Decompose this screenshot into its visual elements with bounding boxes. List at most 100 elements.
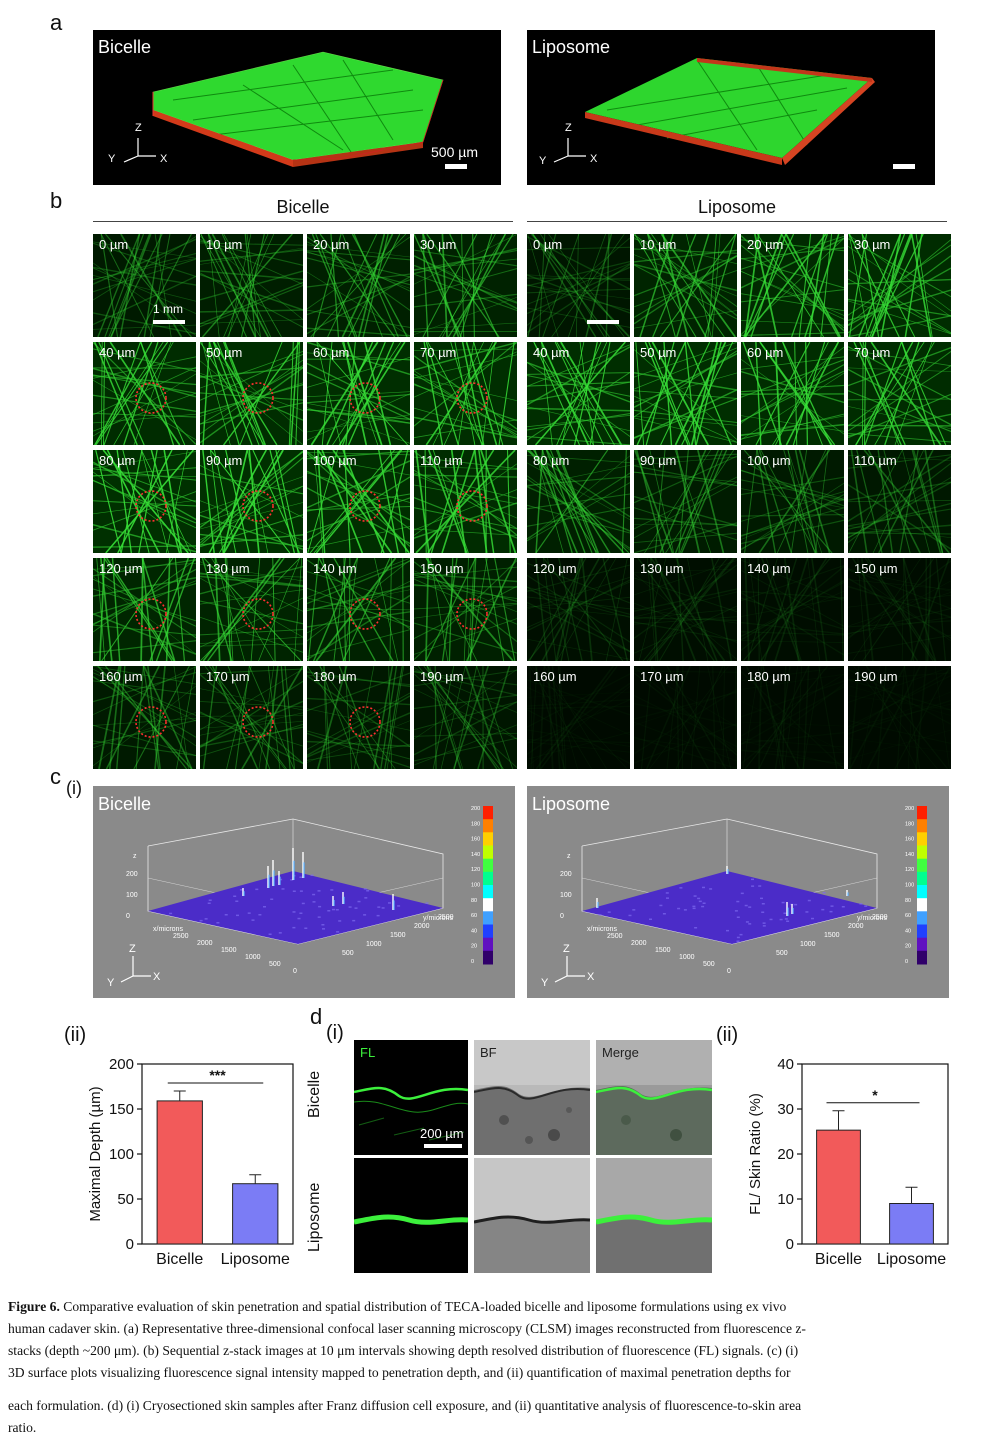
fl-column-label: FL (360, 1045, 375, 1060)
merge-column-label: Merge (602, 1045, 639, 1060)
y-tick-label: 50 (117, 1191, 134, 1208)
caption-line-5: each formulation. (d) (i) Cryosectioned … (8, 1395, 994, 1417)
depth-label: 20 µm (747, 237, 783, 252)
bicelle-z-slice: 50 µm (200, 342, 303, 445)
svg-text:0: 0 (560, 913, 564, 920)
svg-text:2500: 2500 (173, 933, 189, 940)
liposome-z-slice: 50 µm (634, 342, 737, 445)
svg-text:80: 80 (905, 898, 911, 904)
error-bar (174, 1091, 186, 1101)
caption-line-1: Figure 6. Comparative evaluation of skin… (8, 1296, 994, 1318)
panel-b-label: b (50, 188, 62, 214)
depth-label: 90 µm (640, 453, 676, 468)
svg-text:500: 500 (776, 950, 788, 957)
panel-c-label: c (50, 764, 61, 790)
svg-text:140: 140 (905, 852, 914, 858)
svg-text:200: 200 (905, 806, 914, 812)
depth-label: 170 µm (206, 669, 250, 684)
svg-text:x/microns: x/microns (587, 926, 617, 933)
bicelle-z-slice: 140 µm (307, 558, 410, 661)
depth-label: 60 µm (747, 345, 783, 360)
panel-d-scale-bar (424, 1144, 462, 1148)
svg-text:140: 140 (471, 852, 480, 858)
liposome-z-slice: 60 µm (741, 342, 844, 445)
axis-x-label: X (590, 153, 597, 165)
svg-text:X: X (587, 971, 595, 983)
bicelle-z-slice: 160 µm (93, 666, 196, 769)
caption-figure-number: Figure 6. (8, 1299, 60, 1314)
panel-b-scale-bar (587, 320, 619, 324)
bicelle-z-slice: 10 µm (200, 234, 303, 337)
svg-text:40: 40 (905, 928, 911, 934)
error-bar (249, 1175, 261, 1184)
y-tick-label: 100 (109, 1146, 134, 1163)
depth-label: 100 µm (313, 453, 357, 468)
axis-z-label: Z (135, 122, 142, 134)
panel-d-sub-label: (i) (326, 1022, 344, 1045)
y-tick-label: 0 (126, 1236, 134, 1253)
liposome-3d-image: Liposome Z Y X (527, 30, 935, 185)
liposome-z-slice: 70 µm (848, 342, 951, 445)
depth-label: 10 µm (640, 237, 676, 252)
svg-text:2000: 2000 (414, 923, 430, 930)
category-label: Bicelle (815, 1251, 862, 1268)
depth-label: 160 µm (99, 669, 143, 684)
depth-label: 140 µm (313, 561, 357, 576)
liposome-z-slice: 40 µm (527, 342, 630, 445)
liposome-z-slice: 30 µm (848, 234, 951, 337)
axis-x-label: X (160, 153, 167, 165)
depth-label: 170 µm (640, 669, 684, 684)
depth-label: 50 µm (640, 345, 676, 360)
bicelle-3d-scale-text: 500 µm (431, 144, 478, 160)
axis-gizmo-icon (548, 134, 590, 164)
bicelle-z-slice: 80 µm (93, 450, 196, 553)
merge-liposome-render (596, 1158, 712, 1273)
liposome-z-slice: 190 µm (848, 666, 951, 769)
y-tick-label: 30 (777, 1101, 794, 1118)
svg-text:20: 20 (471, 944, 477, 950)
bicelle-z-slice: 20 µm (307, 234, 410, 337)
depth-label: 90 µm (206, 453, 242, 468)
svg-text:100: 100 (471, 883, 480, 889)
svg-text:180: 180 (471, 821, 480, 827)
surface-plot-svg: 2001000z25002000150010005000500100015002… (527, 786, 949, 998)
bicelle-z-slice: 150 µm (414, 558, 517, 661)
caption-line-6: ratio. (8, 1417, 994, 1439)
figure-caption: Figure 6. Comparative evaluation of skin… (8, 1296, 994, 1439)
liposome-z-slice: 20 µm (741, 234, 844, 337)
y-axis-label: Maximal Depth (µm) (87, 1086, 104, 1221)
depth-label: 30 µm (854, 237, 890, 252)
liposome-z-slice: 0 µm (527, 234, 630, 337)
merge-liposome-image (596, 1158, 712, 1273)
svg-text:0: 0 (727, 968, 731, 975)
bicelle-3d-title: Bicelle (98, 37, 151, 58)
depth-label: 80 µm (533, 453, 569, 468)
caption-line-4: 3D surface plots visualizing fluorescenc… (8, 1362, 994, 1384)
depth-label: 140 µm (747, 561, 791, 576)
svg-text:500: 500 (703, 961, 715, 968)
caption-line-3: stacks (depth ~200 μm). (b) Sequential z… (8, 1340, 994, 1362)
significance-marker: *** (209, 1067, 226, 1083)
bicelle-z-slice: 100 µm (307, 450, 410, 553)
liposome-z-slice: 180 µm (741, 666, 844, 769)
svg-text:y/microns: y/microns (423, 915, 453, 922)
liposome-header: Liposome (527, 197, 947, 218)
liposome-z-slice: 110 µm (848, 450, 951, 553)
liposome-z-slice: 130 µm (634, 558, 737, 661)
depth-label: 160 µm (533, 669, 577, 684)
svg-text:2000: 2000 (848, 923, 864, 930)
liposome-z-slice: 80 µm (527, 450, 630, 553)
liposome-z-slice: 160 µm (527, 666, 630, 769)
panel-d-scale-text: 200 µm (420, 1126, 464, 1141)
error-bar (833, 1111, 845, 1130)
depth-label: 70 µm (420, 345, 456, 360)
svg-text:200: 200 (126, 871, 138, 878)
depth-label: 50 µm (206, 345, 242, 360)
liposome-3d-title: Liposome (532, 37, 610, 58)
depth-label: 10 µm (206, 237, 242, 252)
panel-c-sub-label: (i) (66, 778, 82, 799)
depth-label: 0 µm (533, 237, 562, 252)
depth-label: 110 µm (420, 453, 463, 468)
svg-text:1000: 1000 (800, 941, 816, 948)
bf-bicelle-image: BF (474, 1040, 590, 1155)
